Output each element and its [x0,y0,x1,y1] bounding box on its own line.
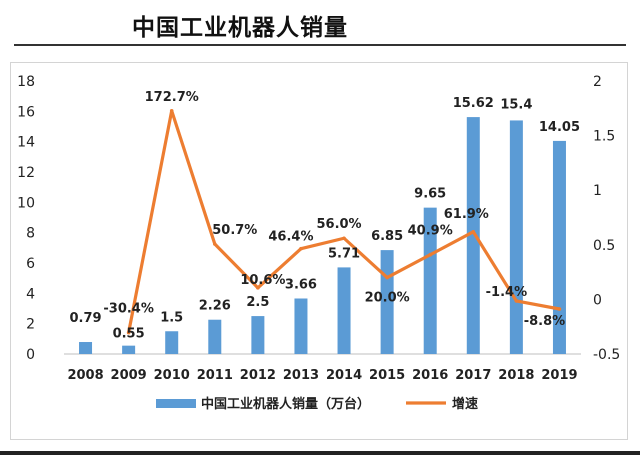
y-left-tick-label: 10 [17,195,35,211]
labels-layer: 0.79 0.55 1.5 2.26 2.5 3.66 5.71 6.85 9.65 15.62 1… [70,90,581,342]
bar-2012 [251,316,265,354]
y-right-tick-label: -0.5 [593,347,620,363]
page-title: 中国工业机器人销量 [132,14,348,41]
growth-point-2011 [212,242,217,246]
bottom-rule [0,451,640,455]
y-left-tick-label: 6 [26,256,35,272]
bar-value-label: 0.79 [70,311,102,326]
bar-2010 [165,331,179,354]
x-tick-label: 2018 [498,368,534,383]
legend-line-label: 增速 [452,396,478,412]
growth-point-2018 [514,299,519,303]
growth-point-2019 [557,307,562,311]
bars-layer [79,117,566,354]
bar-2013 [294,298,308,354]
bar-2008 [79,342,93,354]
bar-2019 [552,140,566,354]
y-left-tick-label: 8 [26,226,35,242]
x-tick-label: 2008 [67,368,103,383]
axes-layer: 0 2 4 6 8 10 12 14 16 18 -0.5 0 0.5 1 1.5 2 2008 2009 2010… [17,74,620,383]
y-right-tick-label: 1 [593,183,602,199]
x-tick-label: 2011 [197,368,233,383]
x-tick-label: 2014 [326,368,362,383]
bar-value-label: 5.71 [328,246,360,261]
growth-value-label: 61.9% [444,207,489,222]
y-left-tick-label: 12 [17,165,35,181]
growth-point-2009 [126,330,131,335]
x-tick-label: 2012 [240,368,276,383]
bar-value-label: 15.62 [453,96,494,111]
bar-2018 [509,120,523,354]
bar-value-label: 2.26 [199,299,231,314]
growth-value-label: 172.7% [145,90,199,105]
legend-bar-swatch [156,399,196,408]
growth-value-label: 50.7% [212,223,257,238]
growth-point-2016 [428,252,433,257]
growth-value-label: 46.4% [268,230,313,245]
sales-growth-chart: 0 2 4 6 8 10 12 14 16 18 -0.5 0 0.5 1 1.5 2 2008 2009 2010… [17,74,620,412]
title-underline [14,44,626,46]
bar-2009 [122,345,136,354]
growth-point-2010 [169,109,174,113]
growth-value-label: 40.9% [408,224,453,239]
x-tick-label: 2009 [111,368,147,383]
growth-value-label: 56.0% [316,217,361,232]
bar-value-label: 9.65 [414,187,446,202]
bar-value-label: 6.85 [371,229,403,244]
growth-value-label: 10.6% [240,273,285,288]
growth-point-2012 [256,286,260,290]
growth-point-2015 [385,275,389,280]
bar-value-label: 1.5 [160,310,183,325]
y-left-tick-label: 2 [26,317,35,333]
bar-value-label: 3.66 [285,277,317,292]
y-right-tick-label: 1.5 [593,129,615,145]
y-left-tick-label: 0 [26,347,35,363]
x-tick-label: 2019 [541,368,577,383]
y-left-tick-label: 4 [26,286,35,302]
x-tick-label: 2010 [154,368,190,383]
bar-value-label: 0.55 [113,327,145,342]
bar-2014 [337,267,351,354]
chart-frame: 0 2 4 6 8 10 12 14 16 18 -0.5 0 0.5 1 1.5 2 2008 2009 2010… [10,62,628,440]
x-tick-label: 2017 [455,368,491,383]
x-tick-label: 2013 [283,368,319,383]
y-left-tick-label: 18 [17,74,35,90]
y-right-tick-label: 0 [593,292,602,308]
y-right-tick-label: 0.5 [593,238,615,254]
bar-2017 [466,117,480,354]
growth-point-2014 [342,236,346,241]
bar-2011 [208,319,222,354]
bar-value-label: 2.5 [246,295,269,310]
legend-bar-label: 中国工业机器人销量（万台） [201,396,370,412]
growth-value-label: 20.0% [365,291,410,306]
growth-value-label: -30.4% [103,302,154,317]
y-right-tick-label: 2 [593,74,602,90]
x-tick-label: 2015 [369,368,405,383]
bar-value-label: 14.05 [539,120,580,135]
line-layer [126,109,562,335]
y-left-tick-label: 14 [17,135,35,151]
bar-value-label: 15.4 [500,97,532,112]
growth-point-2013 [299,246,303,251]
legend: 中国工业机器人销量（万台） 增速 [156,396,478,412]
growth-value-label: -1.4% [486,285,527,300]
growth-point-2017 [471,230,476,234]
growth-value-label: -8.8% [524,314,565,329]
bar-2016 [423,207,437,354]
y-left-tick-label: 16 [17,104,35,120]
x-tick-label: 2016 [412,368,448,383]
